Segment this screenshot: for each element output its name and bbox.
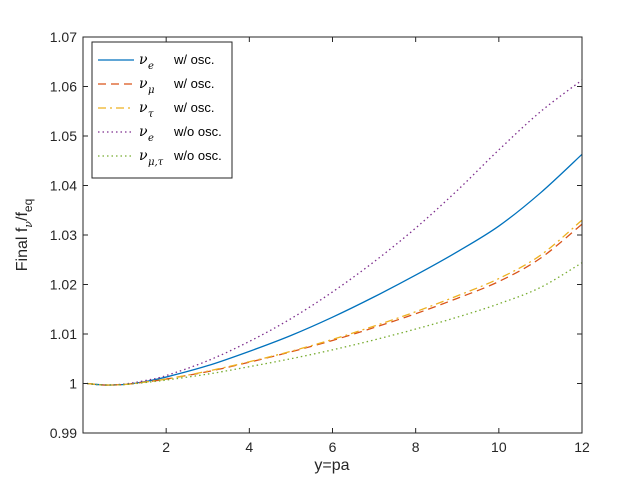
y-axis-ticks: 0.99 1 1.01 1.02 1.03 1.04 1.05 1.06 1.07 <box>50 29 582 441</box>
x-axis-ticks: 2 4 6 8 10 12 <box>162 37 590 455</box>
y-tick-label: 1.01 <box>50 326 77 342</box>
series-line-4 <box>87 79 583 386</box>
legend-box <box>91 41 233 179</box>
legend-subscript: e <box>148 61 154 72</box>
y-tick-label: 1.02 <box>50 277 77 293</box>
y-tick-label: 1.05 <box>50 128 77 144</box>
svg-text:Final fν/feq: Final fν/feq <box>14 199 35 272</box>
y-axis-label-mid: /f <box>14 212 31 221</box>
y-tick-label: 1.06 <box>50 79 77 95</box>
legend-subscript: μ <box>148 85 155 96</box>
x-tick-label: 12 <box>574 439 590 455</box>
series-line-3 <box>87 219 583 386</box>
legend-subscript: e <box>148 133 154 144</box>
x-tick-label: 10 <box>491 439 507 455</box>
x-tick-label: 2 <box>162 439 170 455</box>
legend-entries: ν e w/ osc.ν μ w/ osc.ν τ w/ osc.ν e w/o osc.ν μ,… <box>98 52 222 168</box>
legend-label: w/ osc. <box>173 100 214 115</box>
legend-entry-2: ν μ w/ osc. <box>98 76 214 96</box>
legend-entry-1: ν e w/ osc. <box>98 52 214 72</box>
legend-entry-4: ν e w/o osc. <box>98 124 222 144</box>
legend-label: w/ osc. <box>173 76 214 91</box>
y-axis-label: Final fν/feq <box>14 199 35 272</box>
x-axis-label: y=pa <box>314 457 349 474</box>
y-axis-label-sub1: ν <box>22 221 35 228</box>
x-tick-label: 8 <box>412 439 420 455</box>
y-axis-label-sub2: eq <box>21 199 35 212</box>
legend-entry-3: ν τ w/ osc. <box>98 100 214 120</box>
legend-symbol: ν <box>139 52 148 68</box>
series-layer <box>87 79 583 386</box>
legend-symbol: ν <box>139 100 148 116</box>
legend-symbol: ν <box>139 148 148 164</box>
legend-subscript: μ,τ <box>148 157 164 168</box>
y-tick-label: 1.07 <box>50 29 77 45</box>
legend-label: w/o osc. <box>173 148 222 163</box>
legend-subscript: τ <box>148 109 154 120</box>
y-axis-label-main: Final f <box>14 227 31 271</box>
legend-symbol: ν <box>139 76 148 92</box>
legend-entry-5: ν μ,τ w/o osc. <box>98 148 222 168</box>
y-tick-label: 1.04 <box>50 178 77 194</box>
x-tick-label: 4 <box>245 439 253 455</box>
legend-label: w/o osc. <box>173 124 222 139</box>
x-tick-label: 6 <box>329 439 337 455</box>
legend-symbol: ν <box>139 124 148 140</box>
y-tick-label: 0.99 <box>50 425 77 441</box>
legend: ν e w/ osc.ν μ w/ osc.ν τ w/ osc.ν e w/o osc.ν μ,… <box>91 41 233 179</box>
y-tick-label: 1.03 <box>50 227 77 243</box>
legend-label: w/ osc. <box>173 52 214 67</box>
y-tick-label: 1 <box>69 376 77 392</box>
